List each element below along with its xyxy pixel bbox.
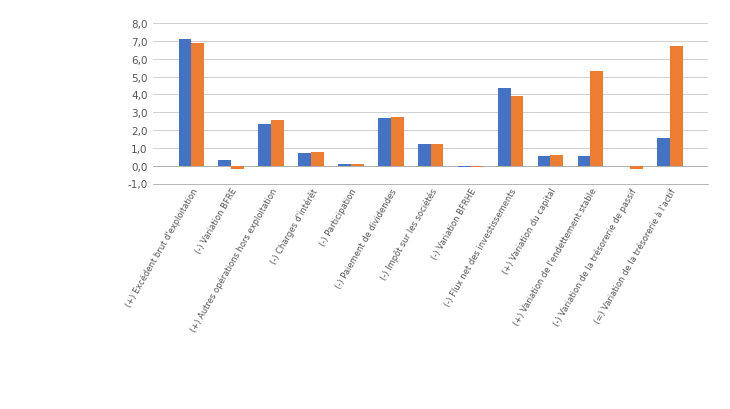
Bar [498, 89, 510, 166]
Bar [537, 157, 550, 166]
Bar [471, 166, 483, 168]
Bar [258, 124, 271, 166]
Bar [311, 153, 324, 166]
Bar [351, 164, 364, 166]
Bar [577, 157, 591, 166]
Bar [299, 154, 311, 166]
Bar [670, 47, 683, 166]
Bar [391, 117, 404, 166]
Bar [338, 164, 351, 166]
Bar [418, 145, 431, 166]
Bar [271, 121, 284, 166]
Bar [218, 161, 231, 166]
Bar [458, 166, 471, 168]
Bar [630, 166, 643, 170]
Bar [191, 44, 204, 166]
Bar [231, 166, 244, 170]
Bar [657, 139, 670, 166]
Bar [550, 155, 563, 166]
Bar [179, 40, 191, 166]
Bar [591, 72, 603, 166]
Bar [378, 118, 391, 166]
Bar [431, 145, 443, 166]
Bar [510, 97, 523, 166]
